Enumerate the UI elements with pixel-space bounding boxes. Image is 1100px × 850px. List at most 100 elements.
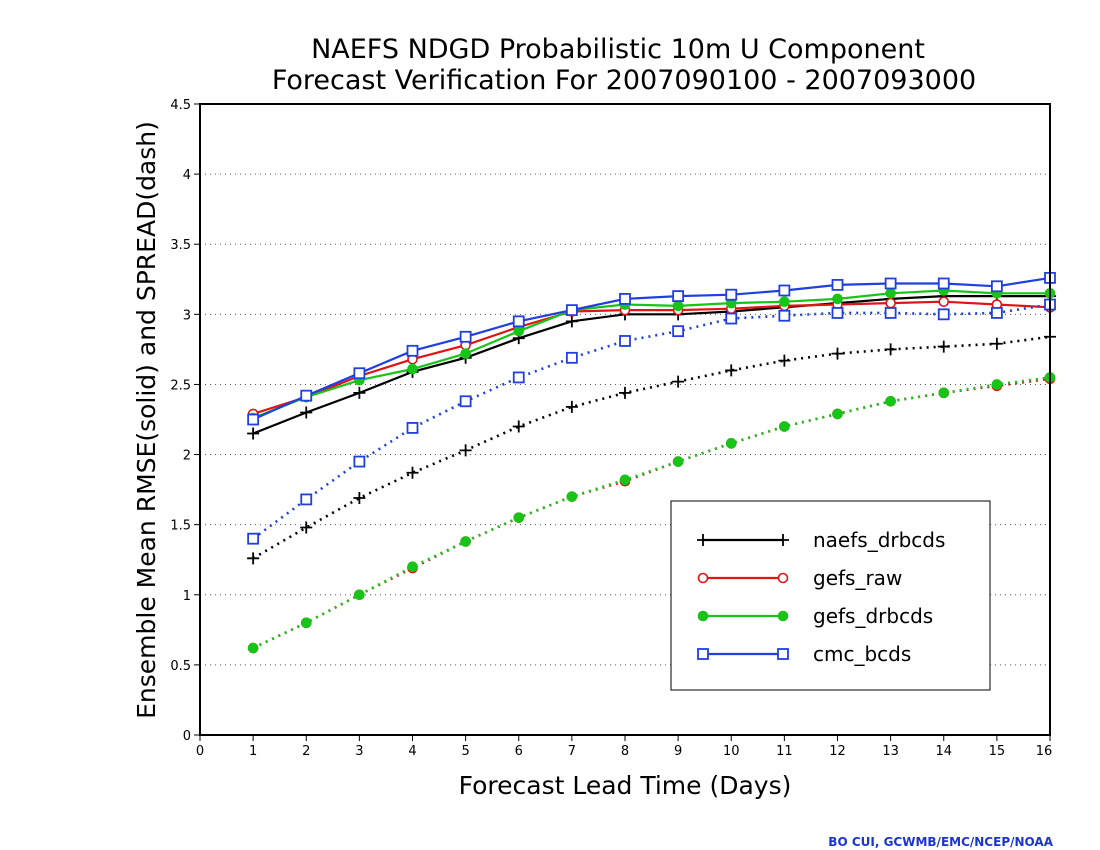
data-point <box>407 561 418 573</box>
data-point <box>406 344 419 357</box>
y-tick-label: 0.5 <box>170 659 191 674</box>
data-point <box>832 293 843 305</box>
data-point <box>247 532 260 545</box>
series-naefs_drbcds <box>247 290 1056 440</box>
data-point <box>672 300 684 312</box>
data-point <box>777 648 789 660</box>
data-point <box>831 307 844 319</box>
data-point <box>778 354 791 367</box>
y-tick-label: 1.5 <box>170 519 191 534</box>
legend-item: gefs_raw <box>697 566 902 590</box>
legend-item: gefs_drbcds <box>697 604 933 628</box>
data-point <box>725 438 737 449</box>
data-point <box>459 395 472 408</box>
data-point <box>885 297 896 309</box>
x-tick-label: 15 <box>989 744 1006 759</box>
data-point <box>937 277 950 290</box>
series-line <box>252 289 1050 420</box>
y-tick-label: 0 <box>183 729 191 744</box>
data-point <box>513 512 525 523</box>
legend: naefs_drbcds gefs_raw gefs_drbcds cmc_bcds <box>670 500 991 691</box>
x-tick-label: 14 <box>935 744 952 759</box>
data-point <box>777 534 789 546</box>
data-point <box>777 610 789 622</box>
data-point <box>831 347 844 360</box>
series-gefs_drbcds-spread <box>247 372 1056 654</box>
x-tick-label: 6 <box>515 744 523 759</box>
chart-title-line-2: Forecast Verification For 2007090100 - 2… <box>272 65 976 96</box>
data-point <box>512 420 525 433</box>
data-point <box>512 315 525 328</box>
legend-label: gefs_drbcds <box>813 604 933 628</box>
data-point <box>885 395 896 407</box>
legend-label: cmc_bcds <box>813 642 911 666</box>
data-point <box>990 307 1003 319</box>
data-point <box>884 343 897 356</box>
x-tick-label: 12 <box>829 744 846 759</box>
data-point <box>406 422 419 434</box>
x-tick-label: 1 <box>249 744 257 759</box>
data-point <box>990 280 1003 293</box>
data-point <box>619 474 631 486</box>
data-point <box>672 456 684 467</box>
data-point <box>300 493 313 506</box>
x-tick-label: 3 <box>355 744 363 759</box>
data-point <box>566 491 578 502</box>
data-point <box>459 330 472 343</box>
x-tick-label: 0 <box>196 744 204 759</box>
data-point <box>672 290 685 303</box>
data-point <box>991 379 1003 390</box>
series-line <box>252 335 1051 560</box>
series-line <box>252 303 1051 540</box>
data-point <box>565 400 578 413</box>
x-tick-label: 16 <box>1036 744 1053 759</box>
data-point <box>938 296 950 308</box>
data-point <box>247 552 260 565</box>
data-point <box>247 642 259 654</box>
data-point <box>990 337 1003 350</box>
x-tick-label: 8 <box>621 744 629 759</box>
x-tick-label: 13 <box>882 744 899 759</box>
data-point <box>619 335 631 347</box>
data-point <box>459 444 472 457</box>
data-point <box>779 296 790 308</box>
data-point <box>565 304 578 317</box>
data-point <box>353 386 366 399</box>
data-point <box>672 375 685 388</box>
y-tick-label: 3 <box>183 308 191 323</box>
y-axis-label: Ensemble Mean RMSE(solid) and SPREAD(das… <box>132 121 161 719</box>
data-point <box>672 325 685 338</box>
data-point <box>884 277 897 290</box>
x-tick-label: 5 <box>461 744 469 759</box>
y-tick-label: 4.5 <box>170 98 191 113</box>
data-point <box>697 572 709 584</box>
x-tick-label: 4 <box>408 744 416 759</box>
data-point <box>779 421 790 432</box>
y-tick-label: 1 <box>183 589 191 604</box>
series-layer <box>247 271 1056 654</box>
data-point <box>938 387 950 399</box>
data-point <box>353 455 366 468</box>
data-point <box>937 308 950 321</box>
series-line <box>252 300 1051 415</box>
data-point <box>725 288 738 301</box>
data-point <box>937 340 950 353</box>
data-point <box>619 293 631 305</box>
data-point <box>832 408 843 420</box>
data-point <box>353 367 366 380</box>
data-point <box>407 363 418 375</box>
data-point <box>884 307 897 319</box>
credit-text: BO CUI, GCWMB/EMC/NCEP/NOAA <box>828 835 1053 849</box>
data-point <box>725 364 738 377</box>
x-tick-label: 9 <box>674 744 682 759</box>
data-point <box>300 389 313 402</box>
x-axis-label: Forecast Lead Time (Days) <box>459 771 792 800</box>
data-point <box>300 406 313 419</box>
data-point <box>247 413 260 426</box>
data-point <box>697 648 709 660</box>
data-point <box>460 536 471 547</box>
legend-item: naefs_drbcds <box>697 528 945 552</box>
series-line <box>252 295 1050 435</box>
chart-title-line-1: NAEFS NDGD Probabilistic 10m U Component <box>311 34 925 65</box>
data-point <box>697 534 709 546</box>
